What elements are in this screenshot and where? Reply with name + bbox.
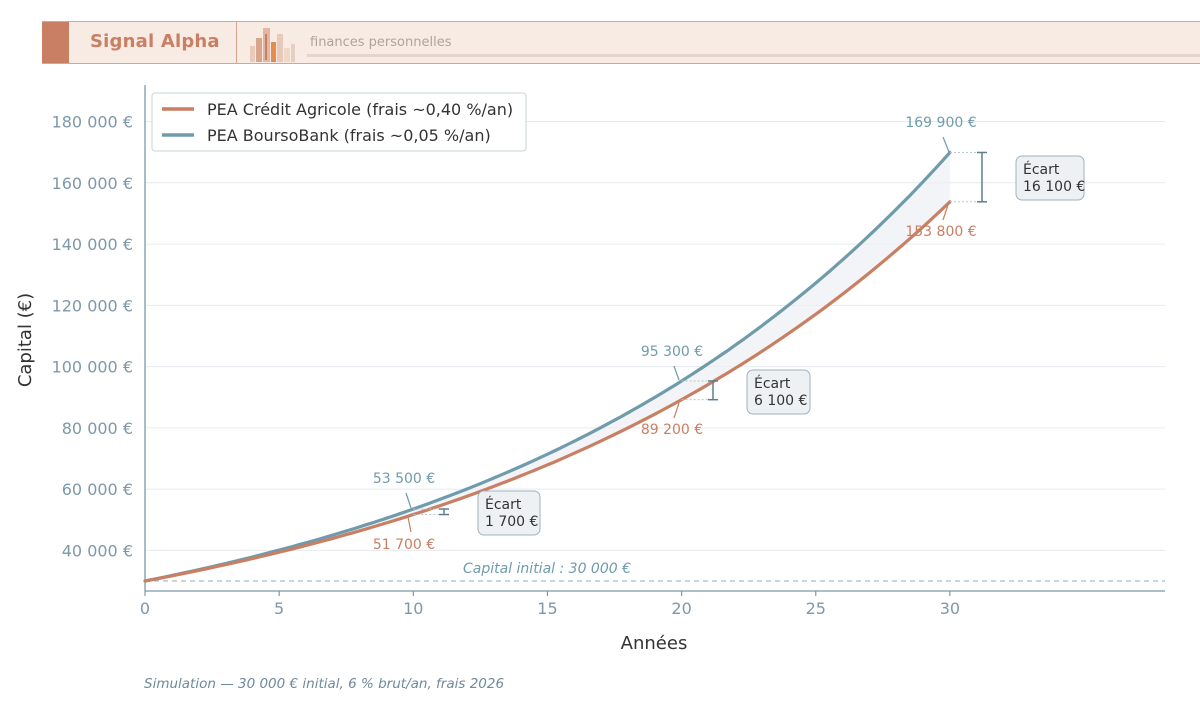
x-tick-label: 30 [940,599,960,618]
label-leader [942,136,950,153]
x-tick-label: 0 [140,599,150,618]
gap-value: 6 100 € [754,393,807,409]
header-divider [236,22,237,63]
gap-title: Écart [485,496,522,513]
x-tick-label: 5 [274,599,284,618]
series-line-credit-agricole [143,200,952,583]
point-label: 53 500 € [373,471,435,487]
y-tick-label: 60 000 € [62,480,133,499]
y-tick-label: 160 000 € [52,174,133,193]
footnote: Simulation — 30 000 € initial, 6 % brut/… [144,676,505,692]
y-tick-label: 100 000 € [52,358,133,377]
capital-growth-chart: Capital initial : 30 000 € 40 000 € 60 00… [15,85,1165,654]
y-tick-label: 180 000 € [52,113,133,132]
legend-label-boursobank: PEA BoursoBank (frais ~0,05 %/an) [207,126,491,145]
x-tick-label: 20 [671,599,691,618]
label-leader [942,204,949,221]
label-leader [405,492,412,509]
legend-label-credit-agricole: PEA Crédit Agricole (frais ~0,40 %/an) [207,100,513,119]
gap-title: Écart [1023,161,1060,178]
y-tick-label: 120 000 € [52,296,133,315]
label-leader [407,516,412,533]
gap-value: 1 700 € [485,514,538,530]
tagline-underline [307,54,1200,57]
axis-layer: 40 000 € 60 000 € 80 000 € 100 000 € 120 000… [52,85,1165,618]
grid-layer [145,121,1165,551]
x-axis-label: Années [621,633,688,654]
y-axis-label: Capital (€) [15,293,36,387]
point-label: 89 200 € [641,422,703,438]
brand-color-block [42,22,69,63]
series-line-boursobank [143,150,952,583]
initial-capital-label: Capital initial : 30 000 € [463,561,631,577]
label-leader [673,402,680,419]
site-header: Signal Alpha finances personnelles [42,21,1200,64]
x-tick-label: 25 [806,599,826,618]
point-label: 153 800 € [905,224,976,240]
series-layer [143,150,952,583]
point-labels: 51 700 € 53 500 € 89 200 € 95 300 € 153 800 … [373,115,977,553]
gap-box [1015,155,1085,201]
point-label: 95 300 € [641,344,703,360]
y-tick-label: 140 000 € [52,235,133,254]
legend: PEA Crédit Agricole (frais ~0,40 %/an) P… [151,92,527,152]
y-tick-label: 80 000 € [62,419,133,438]
gap-box [746,369,811,415]
label-leader [673,365,680,381]
gap-box [477,490,541,536]
y-tick-label: 40 000 € [62,541,133,560]
gap-value: 16 100 € [1023,179,1085,195]
x-tick-label: 10 [403,599,423,618]
city-bars-logo-icon [250,28,295,62]
point-label: 169 900 € [905,115,976,131]
gap-title: Écart [754,375,791,392]
point-label: 51 700 € [373,537,435,553]
tagline: finances personnelles [310,35,452,50]
brand-name[interactable]: Signal Alpha [90,31,220,52]
x-tick-label: 15 [537,599,557,618]
